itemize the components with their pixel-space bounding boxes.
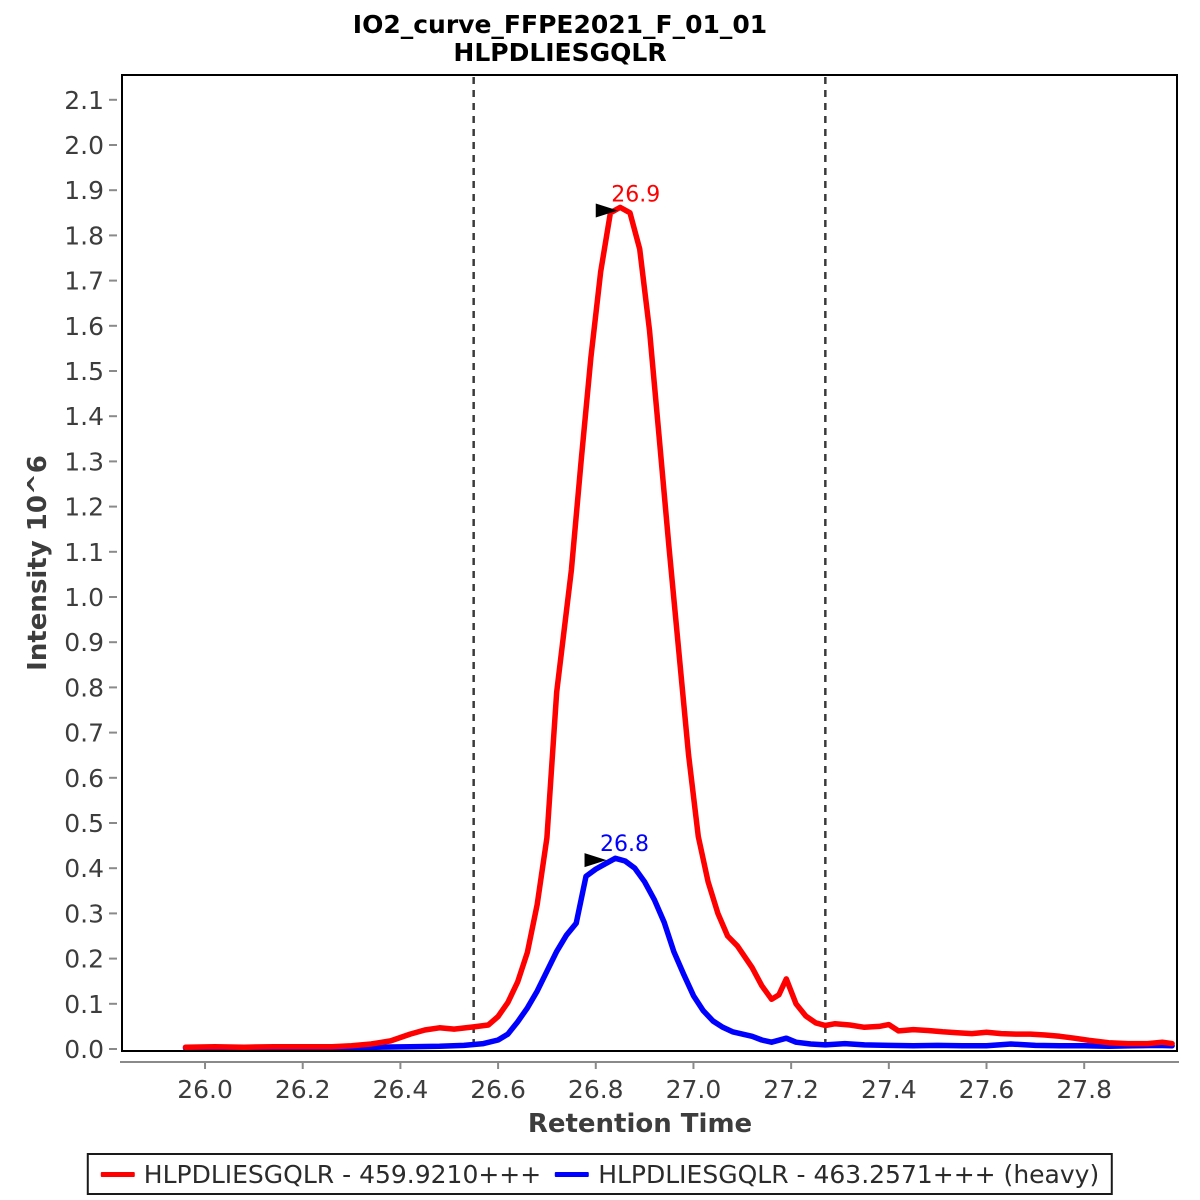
legend-item-light: HLPDLIESGQLR - 459.9210+++ bbox=[100, 1159, 542, 1189]
x-tick-label: 26.4 bbox=[373, 1075, 429, 1104]
y-axis-label: Intensity 10^6 bbox=[23, 455, 53, 671]
peak-pointer-icon bbox=[595, 203, 618, 218]
x-tick-label: 27.2 bbox=[763, 1075, 819, 1104]
y-tick-label: 0.1 bbox=[64, 990, 104, 1019]
x-tick-label: 27.0 bbox=[666, 1075, 722, 1104]
y-tick-label: 2.0 bbox=[64, 131, 104, 160]
legend-label-heavy: HLPDLIESGQLR - 463.2571+++ (heavy) bbox=[598, 1159, 1100, 1189]
peak-annotation-light: 26.9 bbox=[595, 183, 660, 218]
x-tick-label: 27.8 bbox=[1056, 1075, 1112, 1104]
y-tick-label: 0.4 bbox=[64, 854, 104, 883]
series-heavy-trace bbox=[182, 855, 1175, 1051]
peak-annotation-heavy: 26.8 bbox=[584, 832, 649, 868]
y-tick-label: 0.9 bbox=[64, 628, 104, 657]
y-tick-label: 1.3 bbox=[64, 447, 104, 476]
y-tick-label: 1.7 bbox=[64, 267, 104, 296]
x-tick-label: 27.6 bbox=[959, 1075, 1015, 1104]
y-tick-label: 1.5 bbox=[64, 357, 104, 386]
y-tick-label: 2.1 bbox=[64, 86, 104, 115]
y-tick-label: 1.1 bbox=[64, 538, 104, 567]
chart-title-line2: HLPDLIESGQLR bbox=[453, 38, 666, 67]
chart-title-line1: IO2_curve_FFPE2021_F_01_01 bbox=[353, 10, 767, 39]
x-axis-label: Retention Time bbox=[528, 1109, 752, 1139]
series-traces bbox=[182, 204, 1175, 1051]
y-tick-label: 1.4 bbox=[64, 402, 104, 431]
y-tick-label: 1.8 bbox=[64, 221, 104, 250]
x-tick-label: 26.8 bbox=[568, 1075, 624, 1104]
plot-border bbox=[121, 74, 1178, 1052]
y-tick-label: 0.5 bbox=[64, 809, 104, 838]
peak-pointer-icon bbox=[584, 853, 607, 868]
legend-line-swatch-heavy-icon bbox=[555, 1171, 590, 1177]
legend-item-heavy: HLPDLIESGQLR - 463.2571+++ (heavy) bbox=[555, 1160, 1099, 1189]
y-tick-label: 0.3 bbox=[64, 899, 104, 928]
y-tick-label: 0.2 bbox=[64, 945, 104, 974]
y-tick-label: 0.0 bbox=[64, 1035, 104, 1064]
y-tick-label: 0.7 bbox=[64, 719, 104, 748]
y-tick-label: 1.6 bbox=[64, 312, 104, 341]
x-tick-label: 26.0 bbox=[177, 1075, 233, 1104]
legend-label-light: HLPDLIESGQLR - 459.9210+++ bbox=[143, 1159, 542, 1189]
y-tick-label: 0.8 bbox=[64, 673, 104, 702]
y-tick-label: 0.6 bbox=[64, 764, 104, 793]
legend: HLPDLIESGQLR - 459.9210+++ HLPDLIESGQLR … bbox=[86, 1153, 1114, 1195]
x-tick-label: 26.2 bbox=[275, 1075, 331, 1104]
y-tick-label: 1.0 bbox=[64, 583, 104, 612]
y-tick-label: 1.9 bbox=[64, 176, 104, 205]
series-light-trace bbox=[182, 204, 1175, 1050]
legend-line-swatch-light-icon bbox=[100, 1171, 135, 1177]
peak-annotations: 26.9 26.8 bbox=[584, 183, 660, 868]
axes: 26.0 26.2 26.4 26.6 26.8 27.0 27.2 27.4 27.6 27.8… bbox=[64, 86, 1179, 1104]
x-tick-label: 26.6 bbox=[470, 1075, 526, 1104]
y-tick-label: 1.2 bbox=[64, 493, 104, 522]
peak-rt-label: 26.9 bbox=[611, 183, 660, 208]
peak-boundaries bbox=[472, 77, 827, 1050]
peak-rt-label: 26.8 bbox=[600, 832, 649, 857]
x-tick-label: 27.4 bbox=[861, 1075, 917, 1104]
